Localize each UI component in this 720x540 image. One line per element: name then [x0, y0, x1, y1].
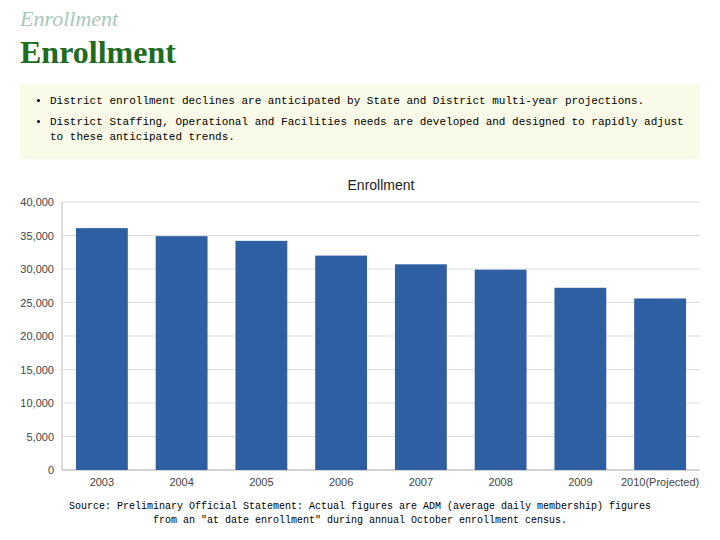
bar	[235, 241, 287, 470]
bar	[76, 228, 128, 470]
bar	[475, 270, 527, 470]
y-tick-label: 5,000	[26, 431, 54, 443]
grid-line	[62, 235, 700, 236]
y-tick-label: 10,000	[20, 397, 54, 409]
bar	[315, 256, 367, 470]
bars	[76, 228, 686, 470]
x-tick-label: 2004	[169, 476, 193, 488]
bar	[156, 236, 208, 470]
watermark: Enrollment	[20, 6, 118, 32]
bullet: District Staffing, Operational and Facil…	[50, 115, 686, 145]
chart: Enrollment 0 5,000 10,000 15,000 20,000 25,000…	[0, 172, 720, 494]
x-tick-label: 2006	[329, 476, 353, 488]
y-axis-line	[62, 202, 63, 470]
y-tick-label: 20,000	[20, 330, 54, 342]
y-tick-label: 35,000	[20, 230, 54, 242]
bar	[554, 288, 606, 470]
bullet-list: District enrollment declines are anticip…	[24, 94, 686, 145]
y-tick-label: 40,000	[20, 196, 54, 208]
y-tick-label: 25,000	[20, 297, 54, 309]
x-tick-label: 2008	[488, 476, 512, 488]
page-title: Enrollment	[20, 34, 176, 71]
grid-line	[62, 202, 700, 203]
y-tick-label: 0	[48, 464, 54, 476]
bar	[634, 298, 686, 470]
bullet-box: District enrollment declines are anticip…	[20, 84, 700, 159]
page: EnrollmentEnrollmentDistrict enrollment …	[0, 0, 720, 540]
y-tick-label: 15,000	[20, 364, 54, 376]
chart-title: Enrollment	[348, 177, 415, 193]
x-tick-label: 2007	[409, 476, 433, 488]
bar	[395, 264, 447, 470]
x-tick-label: 2009	[568, 476, 592, 488]
source-note: Source: Preliminary Official Statement: …	[10, 500, 710, 528]
bullet: District enrollment declines are anticip…	[50, 94, 686, 109]
x-tick-label: 2005	[249, 476, 273, 488]
x-tick-label: 2010(Projected)	[621, 476, 699, 488]
x-tick-label: 2003	[90, 476, 114, 488]
y-tick-label: 30,000	[20, 263, 54, 275]
